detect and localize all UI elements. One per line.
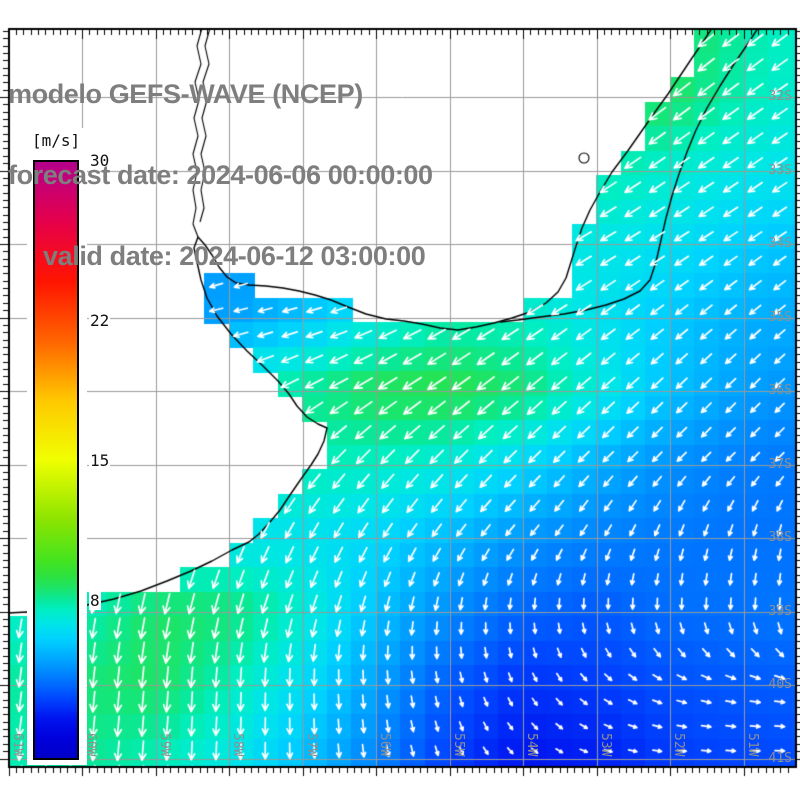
lat-label-41S: 41S [768,750,792,766]
lon-label-57W: 57W [303,733,319,757]
lon-label-55W: 55W [450,733,466,757]
colorbar-tick-15: 15 [89,451,111,470]
lat-label-39S: 39S [768,603,792,619]
lat-label-37S: 37S [768,456,792,472]
lon-label-59W: 59W [156,733,172,757]
lat-label-33S: 33S [768,162,792,178]
colorbar-tick-30: 30 [89,151,111,170]
lat-label-34S: 34S [768,236,792,251]
colorbar-unit-label: [m/s] [30,131,83,150]
lon-label-52W: 52W [671,733,686,757]
lon-label-58W: 58W [230,733,245,757]
lon-label-56W: 56W [377,733,392,757]
lat-label-32S: 32S [768,89,792,104]
valid-date-line: valid date: 2024-06-12 03:00:00 [43,241,426,271]
forecast-date-line: forecast date: 2024-06-06 00:00:00 [8,160,433,190]
colorbar-tick-22: 22 [89,311,111,330]
colorbar-gradient [33,160,79,760]
lat-label-38S: 38S [768,530,792,545]
lat-label-36S: 36S [768,383,792,398]
model-title: modelo GEFS-WAVE (NCEP) [8,79,363,109]
lon-label-61W: 61W [9,733,25,757]
lat-label-40S: 40S [768,677,792,692]
lat-label-35S: 35S [768,309,792,325]
lon-label-51W: 51W [744,733,760,757]
lon-label-53W: 53W [597,733,613,757]
colorbar-tick-8: 8 [89,591,101,610]
lon-label-54W: 54W [524,733,539,757]
plot-header: modelo GEFS-WAVE (NCEP) forecast date: 2… [8,27,433,324]
